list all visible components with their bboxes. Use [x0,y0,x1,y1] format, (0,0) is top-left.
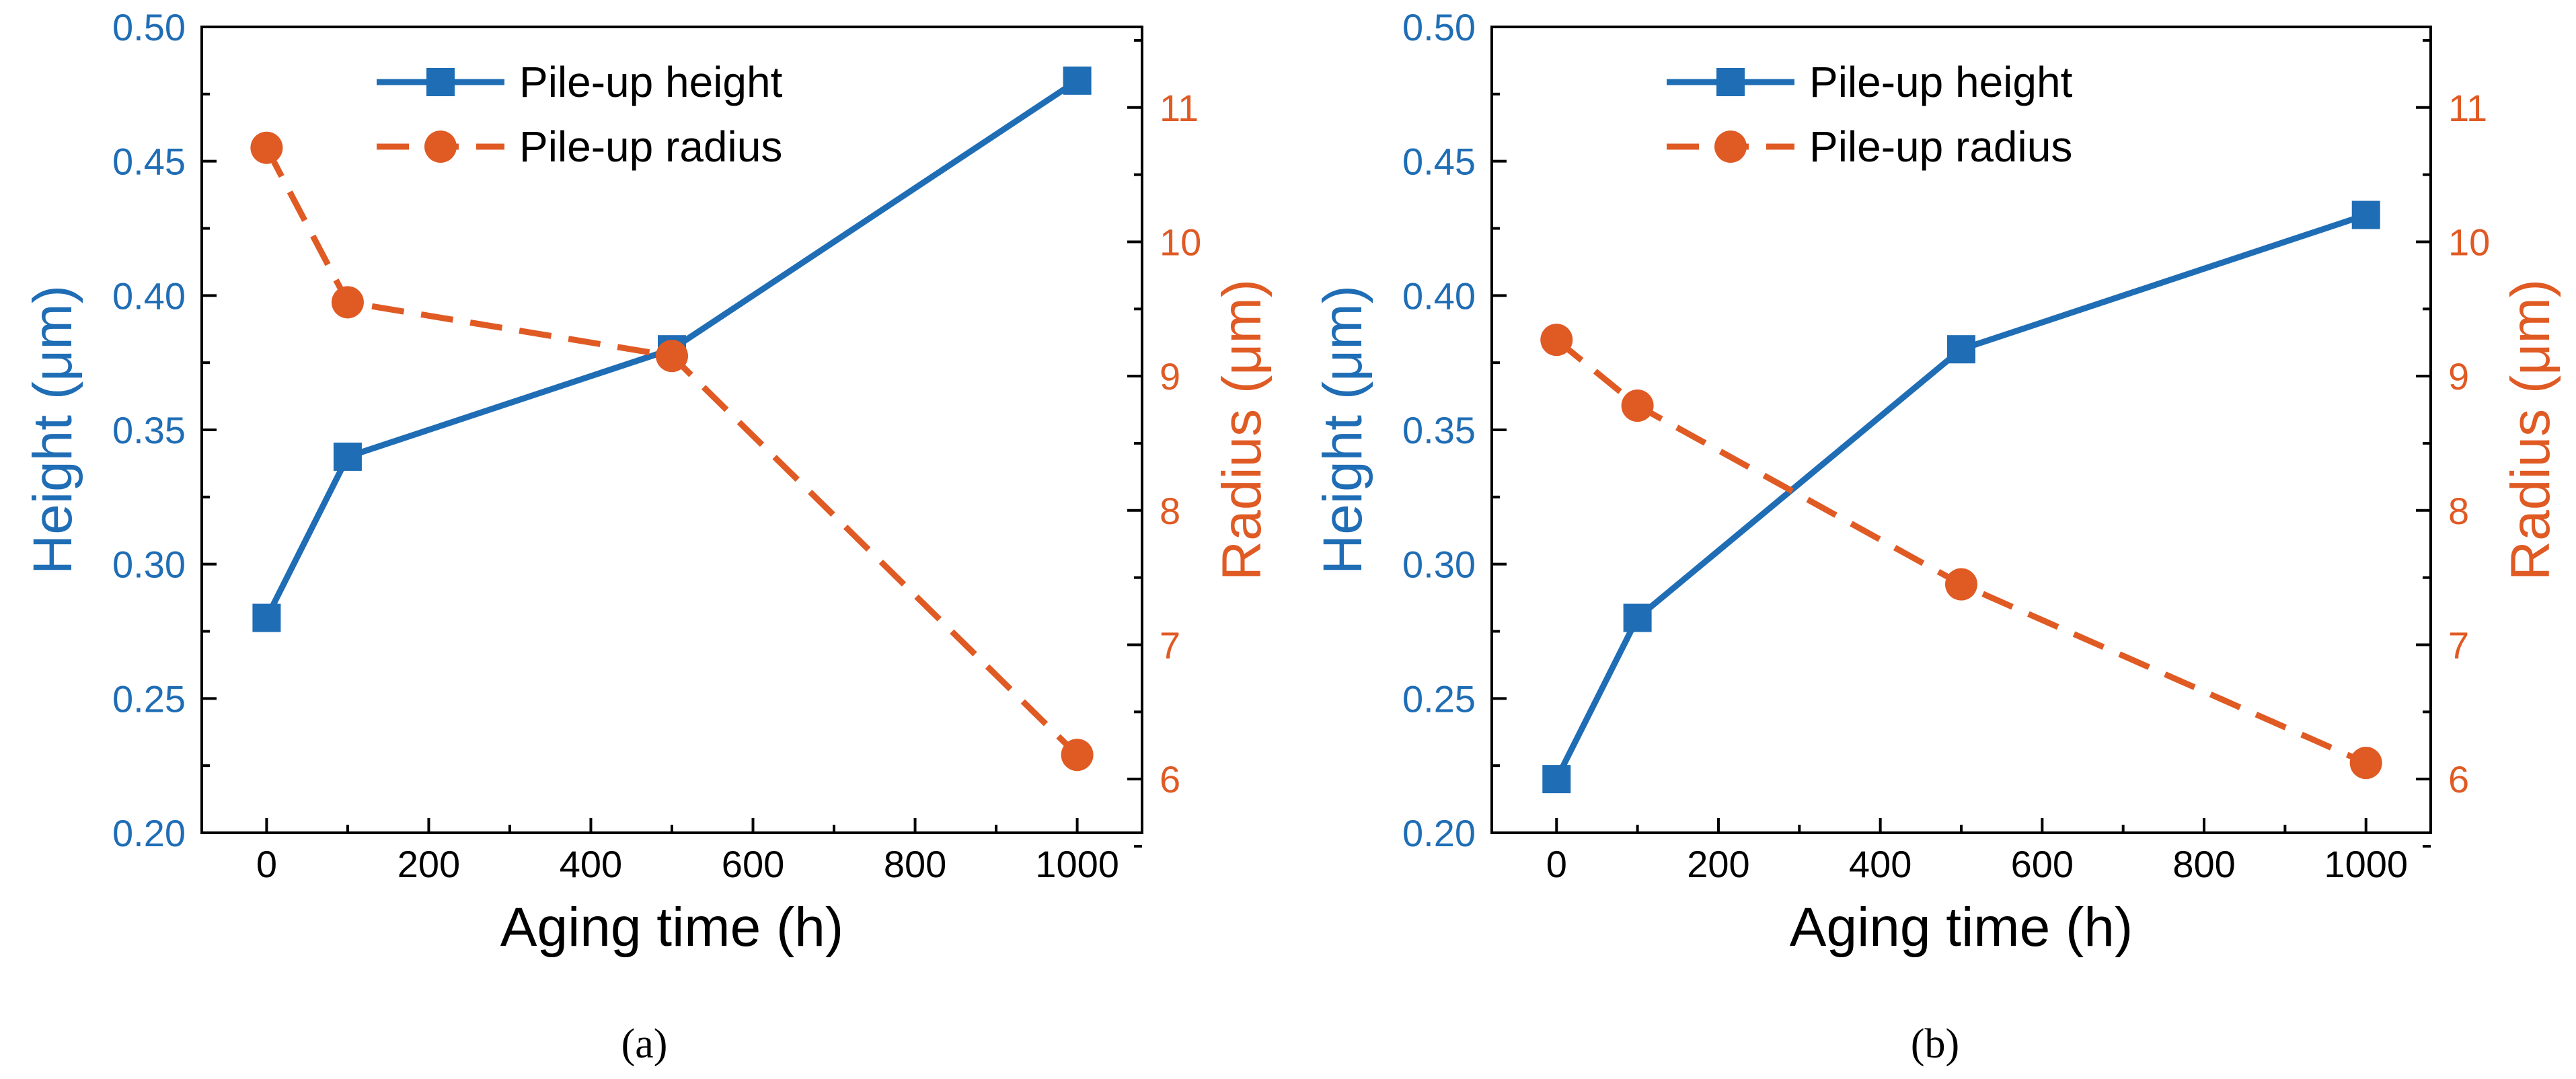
y-right-tick-label: 9 [2448,355,2469,398]
height-data-point [252,603,281,632]
y-left-tick-label: 0.20 [112,812,186,854]
x-tick-label: 200 [397,843,460,885]
y-right-tick-label: 7 [2448,624,2469,666]
height-data-point [1063,66,1092,95]
y-left-tick-label: 0.30 [112,544,186,586]
radius-data-point [250,131,283,164]
y-left-axis-label: Height (μm) [22,285,83,574]
x-tick-label: 800 [884,843,946,885]
y-left-tick-label: 0.35 [112,409,186,451]
y-right-tick-label: 10 [1160,221,1201,263]
y-left-tick-label: 0.40 [1402,274,1476,317]
height-data-point [333,442,362,471]
radius-series-line [1554,337,2367,766]
legend-label: Pile-up height [1809,58,2073,106]
y-left-tick-label: 0.25 [112,677,186,720]
legend-circle-marker [424,131,457,163]
x-tick-label: 600 [722,843,784,885]
y-right-tick-label: 6 [1160,758,1180,801]
radius-series-line [264,146,1079,757]
y-left-tick-label: 0.30 [1402,544,1476,586]
y-left-tick-label: 0.40 [112,274,186,317]
legend-circle-marker [1714,131,1747,163]
x-tick-label: 1000 [1035,843,1119,885]
radius-data-point [1061,739,1094,772]
legend-label: Pile-up radius [519,122,782,171]
x-tick-label: 0 [1546,843,1567,885]
chart-panel-a: 0 200 400 600 800 1000 0.20 0.25 0.30 0.35 0.40 0.4… [22,6,1273,1067]
panel-label: (b) [1911,1021,1959,1067]
legend-square-marker [1716,68,1745,96]
x-tick-label: 800 [2172,843,2235,885]
radius-data-point [1945,568,1977,601]
y-right-axis-label: Radius (μm) [2500,279,2561,581]
y-left-axis-label: Height (μm) [1312,285,1373,574]
height-data-point [1947,335,1975,364]
y-left-tick-label: 0.25 [1402,677,1476,720]
radius-data-point [331,286,364,319]
y-left-tick-label: 0.50 [112,6,186,48]
x-tick-label: 600 [2011,843,2074,885]
height-series-line [264,78,1079,620]
radius-data-point [1621,389,1654,422]
y-left-tick-label: 0.35 [1402,409,1476,451]
x-axis-label: Aging time (h) [500,897,843,958]
x-tick-label: 200 [1687,843,1749,885]
legend-label: Pile-up height [519,58,783,106]
height-data-point [1542,765,1571,794]
x-tick-label: 400 [1849,843,1911,885]
radius-data-point [1540,324,1573,357]
y-left-tick-label: 0.45 [112,141,186,183]
panel-label: (a) [621,1021,668,1067]
y-right-tick-label: 8 [1160,490,1180,532]
x-tick-label: 400 [560,843,622,885]
y-right-axis-label: Radius (μm) [1211,279,1273,581]
legend-label: Pile-up radius [1809,122,2072,171]
y-left-tick-label: 0.45 [1402,141,1476,183]
radius-data-point [2349,747,2382,780]
y-right-tick-label: 8 [2448,490,2469,532]
y-right-tick-label: 11 [1160,87,1199,129]
x-axis-label: Aging time (h) [1790,897,2133,958]
x-tick-label: 1000 [2324,843,2408,885]
y-right-tick-label: 6 [2448,758,2469,801]
y-left-tick-label: 0.50 [1402,6,1476,48]
radius-data-point [656,340,688,373]
y-right-tick-label: 7 [1160,624,1180,666]
x-tick-label: 0 [256,843,277,885]
height-series-line [1554,212,2367,781]
y-right-tick-label: 9 [1160,355,1180,398]
height-data-point [2351,200,2380,229]
legend-square-marker [426,68,455,96]
y-right-tick-label: 11 [2448,87,2487,129]
y-left-tick-label: 0.20 [1402,812,1476,854]
height-data-point [1623,603,1652,632]
y-right-tick-label: 10 [2448,221,2490,263]
chart-panel-b: 0 200 400 600 800 1000 0.20 0.25 0.30 0.35 0.40 0.4… [1312,6,2561,1067]
